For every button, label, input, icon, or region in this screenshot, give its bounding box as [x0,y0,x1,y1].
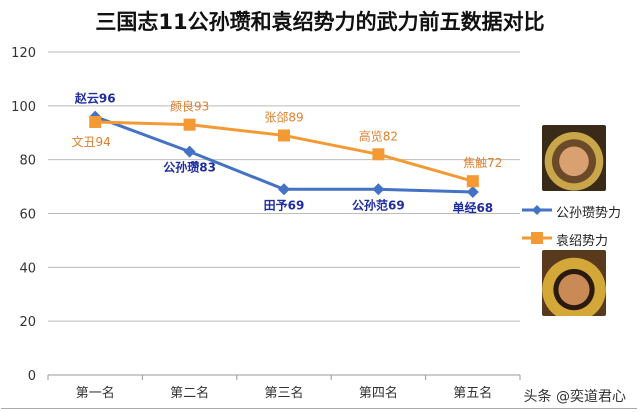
data-label: 焦触72 [463,156,502,170]
data-point [278,183,290,196]
data-label: 公孙范69 [352,197,405,212]
y-tick-label: 60 [19,208,36,223]
y-tick-label: 20 [19,315,36,330]
x-tick-label: 第五名 [453,385,492,401]
x-tick-label: 第二名 [170,385,209,401]
data-label: 公孙瓒83 [163,160,216,175]
legend-marker-1 [531,232,543,244]
y-tick-label: 0 [28,369,36,384]
data-label: 田予69 [264,198,305,212]
data-point [372,183,385,196]
data-point [278,129,290,142]
data-point [183,118,196,131]
x-tick-label: 第一名 [76,385,115,401]
data-point [183,145,196,158]
data-point [466,175,479,188]
y-tick-label: 120 [11,46,36,61]
data-label: 文丑94 [72,134,111,149]
watermark: 头条 @奕道君心 [523,389,626,405]
legend-label-1: 袁绍势力 [556,234,609,249]
chart-frame [1,42,637,409]
portrait-yuan-shao [542,250,606,316]
series-line-0 [94,115,473,194]
y-tick-label: 100 [11,100,36,115]
data-point [89,115,102,128]
data-point [372,148,385,161]
x-tick-label: 第四名 [359,385,398,401]
chart-title: 三国志11公孙瓒和袁绍势力的武力前五数据对比 [95,10,545,34]
data-label: 颜良93 [170,99,209,114]
legend-label-0: 公孙瓒势力 [556,206,622,221]
y-tick-label: 80 [19,154,36,169]
legend-marker-0 [532,205,542,215]
data-label: 高览82 [359,128,398,143]
data-point [466,185,479,198]
x-tick-label: 第三名 [264,385,303,401]
y-tick-label: 40 [19,261,36,276]
data-label: 张郃89 [264,110,303,124]
data-label: 赵云96 [74,91,116,106]
data-label: 单经68 [452,200,493,215]
portrait-gongsun-zan [542,125,606,191]
